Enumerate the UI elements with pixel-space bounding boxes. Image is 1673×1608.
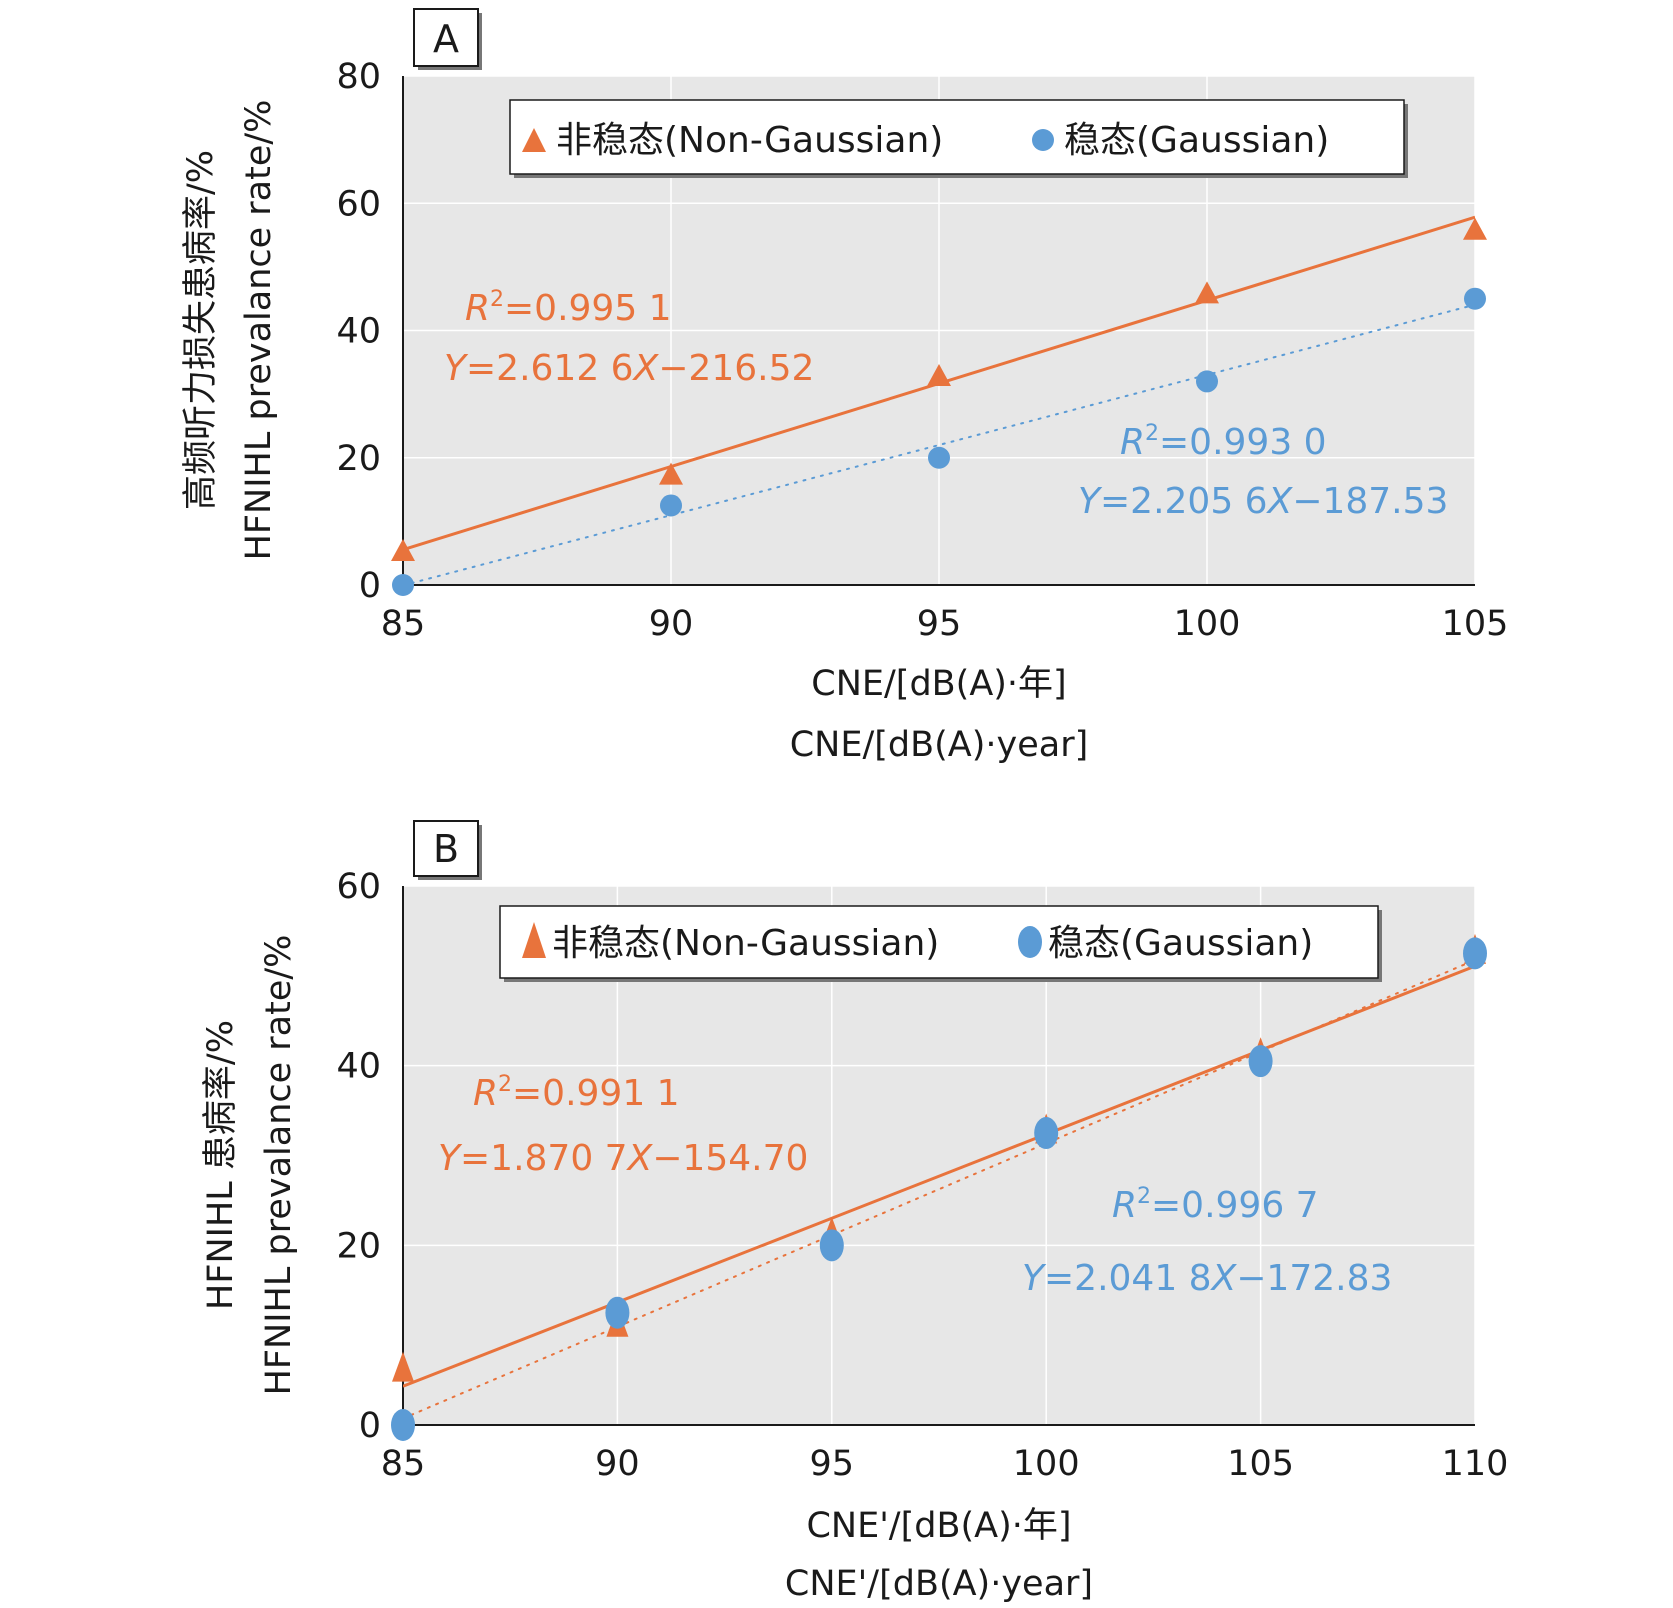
legend-label-nongaussian-b: 非稳态(Non-Gaussian) (552, 923, 939, 964)
point-a-nongaussian-85 (391, 539, 415, 562)
point-b-gaussian-100 (1034, 1117, 1059, 1150)
x-tick-label-90: 90 (595, 1444, 640, 1484)
y-tick-label-20: 20 (336, 439, 381, 479)
legend-label-nongaussian-a: 非稳态(Non-Gaussian) (556, 120, 943, 161)
fit-line-b-gaussian (403, 958, 1475, 1420)
x-tick-label-95: 95 (810, 1444, 855, 1484)
r2-annotation-b-nongaussian: R2=0.991 1 (473, 1072, 680, 1114)
legend-a (509, 99, 1405, 175)
point-b-gaussian-90 (605, 1296, 630, 1329)
x-axis-title-en-b: CNE'/[dB(A)·year] (785, 1564, 1093, 1604)
point-a-gaussian-90 (660, 494, 682, 517)
panel-b: 0 20 40 60 85 90 95 100 105 110 非稳态(Non-Gaussian)… (201, 820, 1508, 1604)
x-tick-label-85: 85 (381, 604, 426, 644)
point-a-gaussian-95 (928, 446, 950, 469)
x-tick-label-110: 110 (1442, 1444, 1509, 1484)
r2-annotation-a-nongaussian: R2=0.995 1 (465, 287, 672, 329)
legend-label-gaussian-b: 稳态(Gaussian) (1048, 923, 1313, 964)
equation-annotation-b-nongaussian: Y=1.870 7X−154.70 (438, 1138, 808, 1179)
data-points-b (391, 933, 1487, 1441)
x-tick-label-105: 105 (1442, 604, 1509, 644)
point-b-gaussian-105 (1248, 1045, 1273, 1078)
legend-label-gaussian-a: 稳态(Gaussian) (1064, 120, 1329, 161)
y-axis-title-en-a: HFNIHL prevalance rate/% (239, 100, 279, 561)
x-tick-label-100: 100 (1174, 604, 1241, 644)
equation-annotation-b-gaussian: Y=2.041 8X−172.83 (1022, 1258, 1392, 1299)
y-tick-label-80: 80 (336, 57, 381, 97)
legend-triangle-marker-b (522, 922, 546, 958)
x-axis-title-zh-b: CNE'/[dB(A)·年] (806, 1506, 1071, 1546)
panel-label-border-b (413, 820, 479, 877)
gridlines-a (403, 75, 1476, 585)
point-a-nongaussian-90 (659, 462, 683, 485)
x-tick-label-105: 105 (1227, 1444, 1294, 1484)
equation-annotation-a-gaussian: Y=2.205 6X−187.53 (1078, 481, 1448, 522)
y-tick-label-60: 60 (336, 184, 381, 224)
r2-annotation-b-gaussian: R2=0.996 7 (1112, 1184, 1319, 1226)
y-tick-label-40: 40 (336, 1047, 381, 1087)
y-axis-title-en-b: HFNIHL prevalance rate/% (259, 935, 299, 1396)
point-a-gaussian-100 (1196, 370, 1218, 393)
y-axis-title-zh-b: HFNIHL 患病率/% (201, 1020, 241, 1310)
y-tick-label-40: 40 (336, 312, 381, 352)
data-points-a (391, 217, 1487, 596)
x-tick-label-100: 100 (1013, 1444, 1080, 1484)
x-axis-title-zh-a: CNE/[dB(A)·年] (811, 664, 1066, 704)
tick-labels-a: 0 20 40 60 80 85 90 95 100 105 (336, 57, 1508, 644)
legend-triangle-marker-a (522, 128, 546, 152)
x-tick-label-90: 90 (649, 604, 694, 644)
panel-label-a: A (433, 17, 459, 61)
legend-circle-marker-a (1032, 129, 1054, 151)
r2-annotation-a-gaussian: R2=0.993 0 (1120, 421, 1327, 463)
x-tick-label-95: 95 (917, 604, 962, 644)
legend-b (499, 905, 1379, 979)
point-b-gaussian-110 (1463, 937, 1487, 970)
x-axis-title-en-a: CNE/[dB(A)·year] (790, 725, 1089, 765)
y-tick-label-60: 60 (336, 867, 381, 907)
y-tick-label-20: 20 (336, 1226, 381, 1266)
point-b-nongaussian-85 (392, 1351, 414, 1382)
fit-lines-b (403, 958, 1475, 1420)
point-a-gaussian-85 (392, 574, 414, 596)
point-b-gaussian-95 (819, 1229, 844, 1262)
point-a-nongaussian-95 (927, 364, 951, 387)
panel-label-b: B (433, 827, 459, 871)
panel-label-border-a (413, 8, 479, 67)
point-a-nongaussian-100 (1195, 281, 1219, 304)
point-b-gaussian-85 (391, 1409, 415, 1441)
tick-labels-b: 0 20 40 60 85 90 95 100 105 110 (336, 867, 1508, 1484)
legend-circle-marker-b (1018, 926, 1042, 958)
point-a-gaussian-105 (1464, 287, 1486, 310)
y-axis-title-zh-a: 高频听力损失患病率/% (181, 150, 221, 510)
equation-annotation-a-nongaussian: Y=2.612 6X−216.52 (444, 348, 814, 389)
y-tick-label-0: 0 (359, 1406, 381, 1446)
x-tick-label-85: 85 (381, 1444, 426, 1484)
point-a-nongaussian-105 (1463, 217, 1487, 240)
y-tick-label-0: 0 (359, 566, 381, 606)
